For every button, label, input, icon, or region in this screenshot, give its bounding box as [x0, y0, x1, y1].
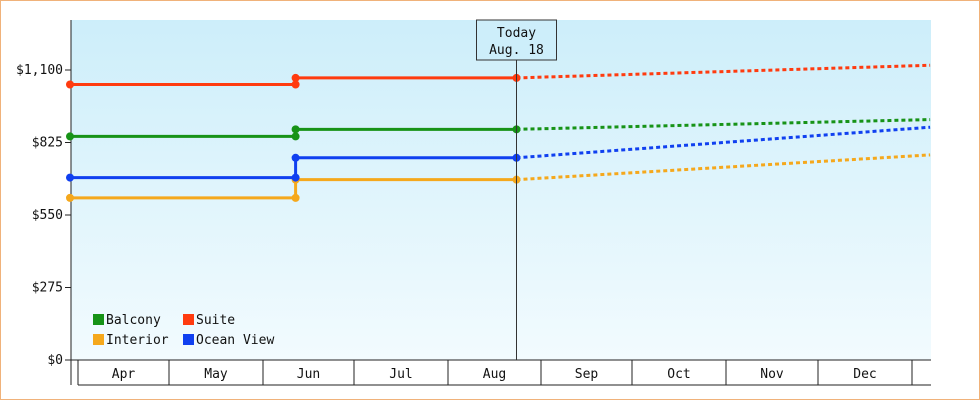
- legend-swatch: [183, 334, 194, 345]
- y-tick-label: $0: [47, 353, 63, 368]
- x-tick-label: Aug: [483, 367, 506, 382]
- legend-item-suite: Suite: [183, 313, 235, 328]
- x-tick-label: Oct: [667, 367, 690, 382]
- series-projected-line: [516, 125, 931, 160]
- series-point: [66, 80, 74, 89]
- legend-label: Balcony: [106, 313, 161, 328]
- series-point: [291, 125, 300, 134]
- series-point: [291, 132, 300, 141]
- legend-swatch: [183, 314, 194, 325]
- legend-label: Suite: [196, 313, 235, 328]
- series-projected-line: [516, 63, 931, 80]
- today-label: Today: [497, 26, 536, 41]
- x-tick-label: Jul: [389, 367, 412, 382]
- y-tick-label: $825: [32, 136, 63, 151]
- plot-area: [71, 20, 931, 360]
- legend-item-interior: Interior: [93, 333, 169, 348]
- today-box: [476, 19, 557, 61]
- y-tick-label: $550: [32, 208, 63, 223]
- x-tick-label: Nov: [760, 367, 784, 382]
- legend-label: Ocean View: [196, 333, 274, 348]
- series-point: [291, 193, 300, 202]
- series-actual-line: [70, 178, 517, 200]
- x-tick-label: Dec: [853, 367, 876, 382]
- x-tick-label: Sep: [575, 367, 599, 382]
- series-actual-line: [70, 156, 517, 180]
- y-tick-label: $1,100: [16, 63, 63, 78]
- series-suite: [66, 63, 931, 89]
- series-point: [291, 173, 300, 182]
- series-balcony: [66, 118, 931, 141]
- x-tick-label: Apr: [112, 367, 136, 382]
- series-point: [291, 80, 300, 89]
- legend-item-ocean-view: Ocean View: [183, 333, 274, 348]
- x-tick-label: Jun: [297, 367, 320, 382]
- legend-swatch: [93, 334, 104, 345]
- series-interior: [66, 153, 931, 202]
- legend-item-balcony: Balcony: [93, 313, 161, 328]
- series-point: [66, 173, 74, 182]
- series-point: [66, 193, 74, 202]
- series-point: [291, 153, 300, 162]
- today-date: Aug. 18: [489, 43, 544, 58]
- series-point: [291, 73, 300, 82]
- series-point: [66, 132, 74, 141]
- series-projected-line: [516, 153, 931, 182]
- y-tick-label: $275: [32, 281, 63, 296]
- legend-swatch: [93, 314, 104, 325]
- legend-label: Interior: [106, 333, 169, 348]
- series-projected-line: [516, 118, 931, 131]
- x-tick-label: May: [204, 367, 228, 382]
